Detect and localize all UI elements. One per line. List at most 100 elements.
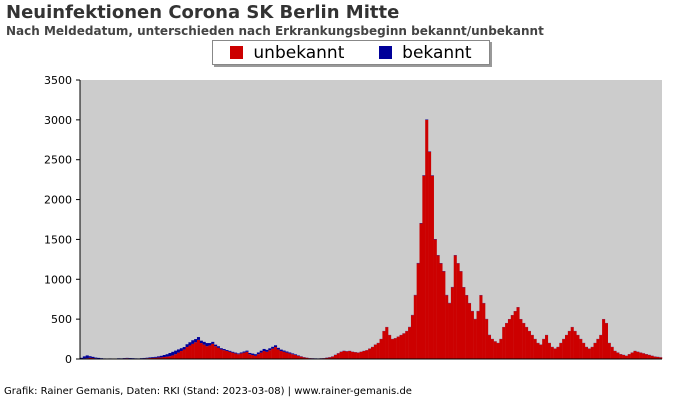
bar-unbekannt	[248, 354, 252, 359]
bar-unbekannt	[299, 356, 303, 359]
bar-unbekannt	[194, 342, 198, 359]
bar-unbekannt	[505, 323, 509, 359]
bar-unbekannt	[196, 339, 201, 359]
bar-bekannt	[151, 357, 155, 358]
bar-bekannt	[179, 348, 183, 352]
bar-bekannt	[219, 348, 223, 350]
bar-unbekannt	[468, 303, 472, 359]
bar-unbekannt	[493, 341, 497, 359]
bar-bekannt	[274, 345, 278, 348]
bar-unbekannt	[245, 351, 249, 359]
bar-unbekannt	[430, 175, 434, 359]
bar-unbekannt	[219, 349, 223, 359]
bar-unbekannt	[256, 354, 260, 359]
bar-unbekannt	[222, 350, 226, 359]
bar-bekannt	[82, 356, 86, 359]
bar-unbekannt	[262, 351, 266, 359]
bar-bekannt	[191, 340, 195, 344]
bar-unbekannt	[456, 263, 460, 359]
bar-bekannt	[222, 349, 226, 351]
bar-unbekannt	[251, 355, 255, 359]
bar-unbekannt	[379, 339, 383, 359]
bar-unbekannt	[445, 295, 449, 359]
bar-unbekannt	[254, 355, 258, 359]
bar-unbekannt	[602, 319, 606, 359]
legend-label-bekannt: bekannt	[402, 42, 472, 63]
bar-bekannt	[205, 343, 209, 347]
bar-unbekannt	[228, 351, 232, 359]
bar-bekannt	[271, 346, 275, 349]
bar-bekannt	[97, 357, 101, 359]
bar-unbekannt	[459, 271, 463, 359]
bar-bekannt	[285, 351, 289, 353]
legend-swatch-bekannt	[379, 46, 393, 59]
y-tick-label: 3500	[44, 74, 72, 87]
bar-unbekannt	[345, 351, 349, 359]
bar-unbekannt	[590, 347, 594, 359]
bar-unbekannt	[587, 348, 591, 359]
bar-unbekannt	[271, 348, 275, 359]
bar-bekannt	[248, 352, 252, 355]
bar-unbekannt	[627, 354, 631, 359]
bar-unbekannt	[351, 351, 355, 359]
bar-unbekannt	[476, 311, 480, 359]
bar-bekannt	[94, 357, 98, 359]
bar-unbekannt	[259, 352, 263, 359]
bar-unbekannt	[188, 345, 192, 359]
bar-unbekannt	[547, 343, 551, 359]
bar-bekannt	[154, 356, 158, 358]
bar-unbekannt	[291, 354, 295, 359]
bar-unbekannt	[154, 357, 158, 359]
bar-unbekannt	[399, 335, 403, 359]
bar-unbekannt	[545, 335, 549, 359]
bar-unbekannt	[282, 351, 286, 359]
bar-bekannt	[85, 355, 89, 359]
bar-unbekannt	[659, 357, 663, 359]
bar-bekannt	[293, 354, 298, 356]
bar-unbekannt	[293, 355, 298, 359]
bar-bekannt	[268, 348, 272, 351]
chart-title: Neuinfektionen Corona SK Berlin Mitte	[6, 2, 400, 23]
bar-unbekannt	[630, 352, 634, 359]
bar-unbekannt	[265, 351, 269, 359]
bar-unbekannt	[482, 303, 486, 359]
bar-unbekannt	[285, 352, 289, 359]
bar-bekannt	[256, 352, 260, 355]
bar-unbekannt	[576, 335, 580, 359]
bar-unbekannt	[633, 351, 637, 359]
bar-bekannt	[216, 346, 220, 348]
bar-unbekannt	[510, 315, 514, 359]
bar-unbekannt	[165, 356, 169, 359]
bar-unbekannt	[613, 351, 617, 359]
bar-unbekannt	[199, 343, 203, 359]
bar-unbekannt	[236, 354, 240, 359]
bar-unbekannt	[439, 263, 443, 359]
bar-bekannt	[196, 337, 201, 340]
bar-unbekannt	[328, 357, 332, 359]
bar-unbekannt	[88, 357, 92, 359]
bar-unbekannt	[436, 255, 440, 359]
bar-unbekannt	[553, 348, 557, 359]
bar-unbekannt	[410, 315, 414, 359]
bar-bekannt	[214, 344, 218, 347]
chart-subtitle: Nach Meldedatum, unterschieden nach Erkr…	[6, 24, 544, 38]
bar-unbekannt	[225, 351, 229, 359]
bar-bekannt	[202, 341, 206, 345]
bar-unbekannt	[362, 351, 366, 359]
bar-unbekannt	[325, 357, 329, 359]
bar-bekannt	[282, 350, 286, 352]
bar-unbekannt	[416, 263, 420, 359]
bar-bekannt	[245, 350, 249, 352]
bar-unbekannt	[390, 339, 395, 359]
bar-unbekannt	[157, 357, 161, 359]
bar-unbekannt	[559, 343, 563, 359]
bar-unbekannt	[519, 319, 523, 359]
bar-unbekannt	[616, 352, 620, 359]
legend-item-unbekannt: unbekannt	[230, 43, 344, 63]
bar-bekannt	[157, 356, 161, 358]
bar-bekannt	[225, 350, 229, 352]
bar-bekannt	[159, 355, 163, 358]
bar-unbekannt	[487, 335, 492, 359]
bar-unbekannt	[470, 311, 474, 359]
bar-unbekannt	[650, 355, 654, 359]
